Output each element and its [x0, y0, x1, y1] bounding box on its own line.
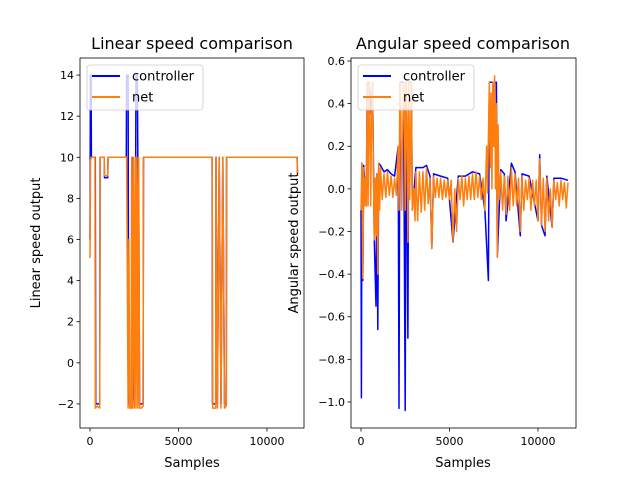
legend: controller net	[86, 64, 204, 111]
y-tick-label: −0.4	[318, 268, 345, 281]
y-tick-label: 2	[67, 316, 74, 329]
x-tick-label: 0	[357, 435, 364, 448]
plot-frame	[79, 57, 305, 429]
y-tick-label: −0.6	[318, 311, 345, 324]
y-tick-label: 0.0	[328, 183, 346, 196]
plot-frame	[350, 57, 577, 429]
legend-label-net: net	[403, 91, 424, 106]
y-tick-label: 8	[67, 192, 74, 205]
y-axis-label: Linear speed output	[29, 178, 44, 309]
y-tick-label: −2	[58, 398, 74, 411]
series-line-net	[89, 156, 299, 409]
y-tick-label: 0.2	[328, 140, 346, 153]
series-line-controller	[360, 81, 569, 412]
y-tick-label: 12	[60, 110, 74, 123]
y-tick-label: −0.2	[318, 225, 345, 238]
legend-label-controller: controller	[403, 70, 466, 85]
y-tick-label: 10	[60, 151, 74, 164]
legend-label-net: net	[132, 91, 153, 106]
y-tick-label: 0.4	[328, 98, 346, 111]
linear-speed-axes: Linear speed comparison Samples Linear s…	[29, 34, 305, 471]
series-line-net	[360, 75, 569, 280]
x-tick-label: 10000	[250, 435, 285, 448]
y-axis-label: Angular speed output	[287, 173, 302, 314]
y-tick-label: 14	[60, 69, 74, 82]
chart-title: Angular speed comparison	[356, 34, 570, 53]
y-tick-label: 6	[67, 234, 74, 247]
y-tick-label: 4	[67, 275, 74, 288]
x-tick-label: 10000	[520, 435, 555, 448]
y-tick-label: −0.8	[318, 353, 345, 366]
y-tick-label: 0.6	[328, 55, 346, 68]
x-axis-label: Samples	[435, 456, 491, 471]
y-tick-label: 0	[67, 357, 74, 370]
x-tick-label: 0	[87, 435, 94, 448]
chart-title: Linear speed comparison	[91, 34, 293, 53]
y-tick-label: −1.0	[318, 396, 345, 409]
x-axis-label: Samples	[164, 456, 220, 471]
x-tick-label: 5000	[435, 435, 463, 448]
legend: controller net	[357, 64, 475, 111]
x-tick-label: 5000	[165, 435, 193, 448]
legend-label-controller: controller	[132, 70, 195, 85]
angular-speed-axes: Angular speed comparison Samples Angular…	[287, 34, 577, 471]
